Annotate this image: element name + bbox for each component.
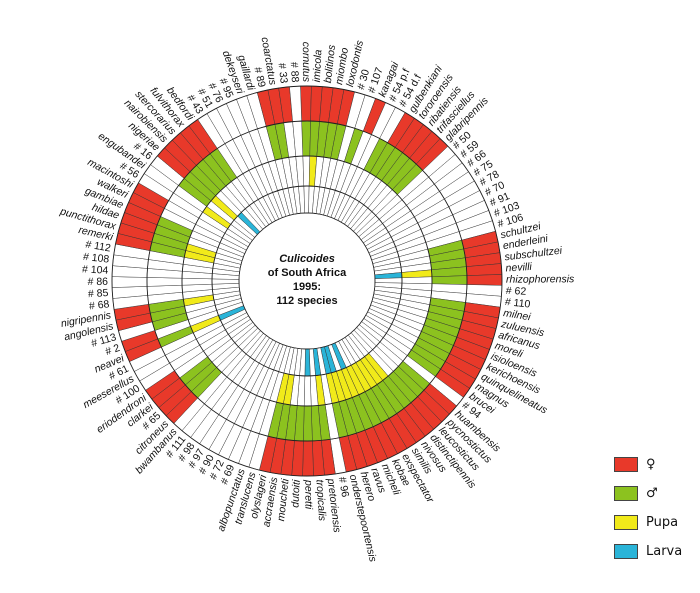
- segment-larva-peretti: [304, 348, 311, 377]
- label-33: # 33: [275, 62, 289, 84]
- ring-outline-3: [211, 185, 403, 377]
- center-disc: [239, 213, 375, 349]
- label-110: # 110: [504, 296, 531, 311]
- label-68: # 68: [88, 298, 110, 312]
- center-title-line-2: of South Africa: [268, 267, 347, 279]
- legend-swatch-male: [614, 485, 638, 501]
- label-89: # 89: [251, 66, 267, 89]
- label-cornutus: cornutus: [300, 42, 312, 83]
- label-tropicalis: tropicalis: [313, 479, 328, 522]
- legend-item-pupa: Pupa: [614, 511, 682, 533]
- label-86: # 86: [88, 276, 109, 288]
- segment-male-rhizophorensis: [431, 275, 468, 285]
- legend-item-male: ♂: [614, 482, 682, 504]
- chart-center-title: Culicoides of South Africa 1995: 112 spe…: [268, 253, 347, 307]
- legend-swatch-larva: [614, 543, 638, 559]
- center-title-line-4: 112 species: [276, 295, 337, 307]
- segment-pupa-rhizophorensis: [401, 276, 433, 285]
- legend-item-female: ♀: [614, 453, 682, 475]
- label-peretti: peretti: [302, 479, 314, 510]
- label-112: # 112: [85, 239, 112, 255]
- segment-female-peretti: [302, 440, 314, 477]
- label-bolitinos: bolitinos: [322, 43, 338, 83]
- label-108: # 108: [82, 251, 110, 266]
- ring-outline-1: [146, 120, 468, 442]
- legend-label-pupa: Pupa: [646, 514, 679, 530]
- legend-label-male: ♂: [646, 485, 658, 501]
- segment-pupa-86: [181, 277, 213, 286]
- ring-outline-0: [111, 85, 503, 477]
- ring-outline-2: [181, 155, 433, 407]
- legend: ♀ ♂ Pupa Larva: [614, 453, 682, 569]
- segment-pupa-peretti: [303, 375, 312, 407]
- label-2: # 2: [104, 342, 122, 358]
- label-moucheti: moucheti: [275, 478, 292, 522]
- label-85: # 85: [88, 287, 109, 300]
- center-title-line-3: 1995:: [293, 281, 321, 293]
- label-rhizophorensis: rhizophorensis: [506, 273, 575, 285]
- legend-label-female: ♀: [646, 456, 656, 472]
- label-96: # 96: [336, 476, 351, 498]
- legend-swatch-female: [614, 456, 638, 472]
- label-104: # 104: [82, 263, 109, 276]
- label-30: # 30: [355, 68, 372, 91]
- label-miombo: miombo: [333, 47, 351, 86]
- label-dutoiti: dutoiti: [289, 479, 302, 508]
- segment-female-86: [111, 276, 148, 288]
- label-nevilli: nevilli: [505, 261, 533, 275]
- center-title-line-1: Culicoides: [279, 253, 335, 265]
- legend-label-larva: Larva: [646, 543, 683, 559]
- label-imicola: imicola: [311, 49, 325, 82]
- label-milnei: milnei: [502, 307, 532, 323]
- label-62: # 62: [505, 285, 526, 298]
- segment-female-cornutus: [300, 85, 312, 122]
- ring-outlines: [111, 85, 503, 477]
- segment-larva-rhizophorensis: [374, 277, 403, 284]
- legend-item-larva: Larva: [614, 540, 682, 562]
- segment-male-86: [146, 277, 183, 287]
- legend-swatch-pupa: [614, 514, 638, 530]
- segment-larva-86: [211, 278, 240, 285]
- segment-male-cornutus: [301, 120, 311, 157]
- label-88: # 88: [288, 62, 301, 83]
- segment-male-peretti: [303, 405, 313, 442]
- ring-outline-4: [238, 212, 376, 350]
- segment-female-rhizophorensis: [466, 274, 503, 286]
